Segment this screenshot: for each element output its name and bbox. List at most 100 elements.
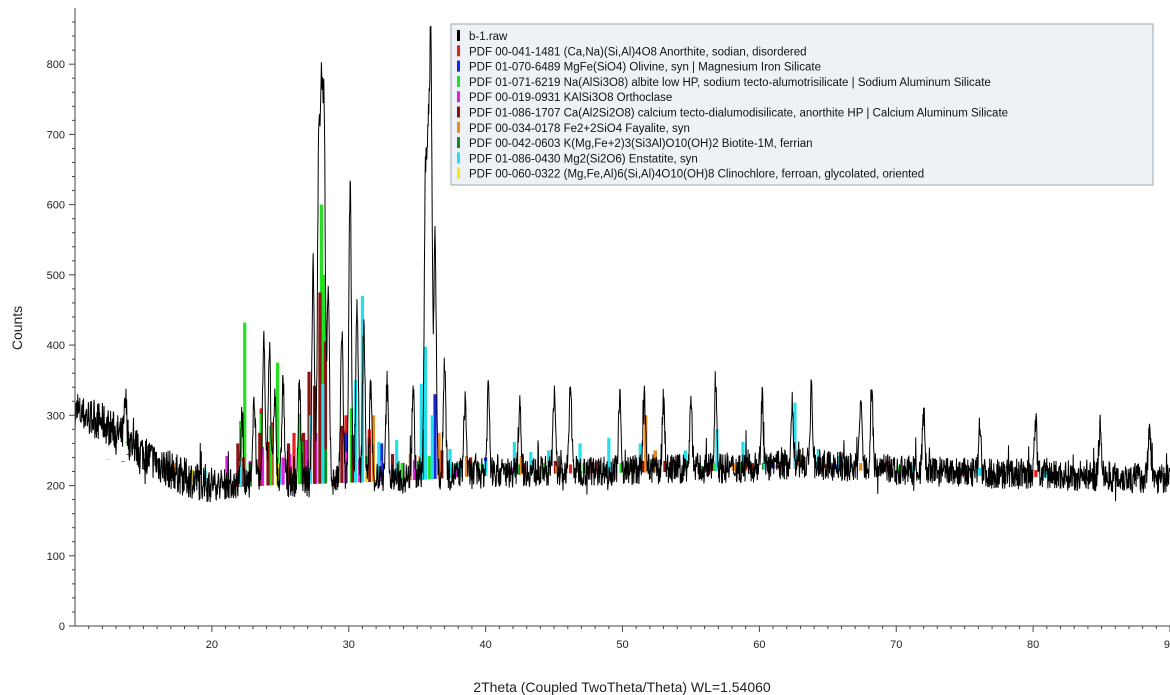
raw-pattern-line xyxy=(74,25,1170,503)
reference-peak xyxy=(236,443,240,487)
x-tick-label: 70 xyxy=(890,639,902,651)
reference-peak xyxy=(793,402,797,467)
reference-peak xyxy=(353,380,358,483)
reference-peak xyxy=(323,449,328,484)
reference-peak xyxy=(141,467,146,469)
reference-peak xyxy=(321,383,325,484)
reference-peak xyxy=(412,460,417,481)
reference-peak xyxy=(715,429,719,471)
x-tick-label: 40 xyxy=(480,639,492,651)
reference-peak xyxy=(258,432,262,486)
legend-swatch xyxy=(457,106,460,118)
plot-area xyxy=(74,25,1170,503)
reference-peak xyxy=(663,460,667,473)
y-axis-title: Counts xyxy=(9,306,25,350)
legend-entry: PDF 00-060-0322 (Mg,Fe,Al)6(Si,Al)4O10(O… xyxy=(469,169,924,181)
reference-peak xyxy=(427,456,432,480)
reference-peak xyxy=(423,346,427,480)
legend-entry: PDF 00-041-1481 (Ca,Na)(Si,Al)4O8 Anorth… xyxy=(469,46,807,58)
legend-swatch xyxy=(457,91,460,103)
reference-peak xyxy=(455,465,459,478)
legend-entry: PDF 01-071-6219 Na(AlSi3O8) albite low H… xyxy=(469,77,991,89)
reference-peak xyxy=(897,465,901,474)
reference-peak xyxy=(978,467,982,477)
x-tick-label: 90 xyxy=(1164,639,1170,651)
legend-swatch xyxy=(457,45,460,57)
reference-peak xyxy=(395,439,399,481)
y-tick-label: 700 xyxy=(47,129,65,141)
reference-series-5 xyxy=(126,292,827,487)
reference-peak xyxy=(266,442,270,486)
reference-peak xyxy=(540,470,544,474)
y-tick-label: 200 xyxy=(47,481,65,493)
y-tick-label: 600 xyxy=(47,200,65,212)
reference-peak xyxy=(297,413,302,485)
legend-swatch xyxy=(457,152,460,164)
reference-peak xyxy=(225,456,229,487)
reference-peak xyxy=(364,467,369,483)
x-tick-label: 50 xyxy=(616,639,628,651)
x-tick-label: 30 xyxy=(343,639,355,651)
reference-peak xyxy=(448,449,452,478)
legend-swatch xyxy=(457,75,460,87)
x-axis-title: 2Theta (Coupled TwoTheta/Theta) WL=1.540… xyxy=(473,679,771,695)
legend-swatch xyxy=(457,30,460,41)
reference-peak xyxy=(641,460,645,473)
reference-peak xyxy=(793,467,797,469)
reference-peak xyxy=(529,451,533,475)
reference-peak xyxy=(106,458,110,460)
y-tick-label: 0 xyxy=(59,621,65,633)
legend-entry: PDF 00-042-0603 K(Mg,Fe+2)3(Si3Al)O10(OH… xyxy=(469,138,813,150)
reference-peak xyxy=(400,463,404,481)
legend-entry: b-1.raw xyxy=(469,31,508,43)
legend: b-1.raw PDF 00-041-1481 (Ca,Na)(Si,Al)4O8… xyxy=(450,23,1154,186)
reference-peak xyxy=(1034,470,1038,478)
legend-box xyxy=(450,23,1154,186)
reference-peak xyxy=(260,446,265,486)
legend-entry: PDF 01-086-0430 Mg2(Si2O6) Enstatite, sy… xyxy=(469,153,698,165)
reference-peak xyxy=(644,415,648,473)
legend-entry: PDF 01-070-6489 MgFe(SiO4) Olivine, syn … xyxy=(469,62,821,74)
reference-peak xyxy=(126,453,130,455)
x-tick-label: 20 xyxy=(206,639,218,651)
reference-peak xyxy=(763,456,767,470)
reference-peak xyxy=(278,463,282,485)
reference-peak xyxy=(286,443,291,485)
reference-peak xyxy=(269,425,273,486)
reference-peak xyxy=(304,439,308,485)
axes: 0 100 200 300 400 500 600 700 800 20 30 40 50 60 70 80 9… xyxy=(47,8,1170,651)
reference-peak xyxy=(323,341,328,484)
reference-peak xyxy=(173,463,177,476)
reference-peak xyxy=(312,385,317,484)
reference-peak xyxy=(243,322,247,487)
x-tick-label: 60 xyxy=(753,639,765,651)
reference-peak xyxy=(607,437,611,474)
reference-peak xyxy=(541,463,545,474)
reference-peak xyxy=(519,456,523,475)
reference-peak xyxy=(371,415,375,482)
reference-peak xyxy=(837,456,841,470)
x-tick-label: 80 xyxy=(1027,639,1039,651)
y-tick-label: 500 xyxy=(47,270,65,282)
reference-peak xyxy=(377,442,381,482)
reference-peak xyxy=(568,464,573,474)
reference-peak xyxy=(522,463,526,475)
reference-peak xyxy=(239,460,243,487)
y-tick-label: 300 xyxy=(47,410,65,422)
legend-entry: PDF 01-086-1707 Ca(Al2Si2O8) calcium tec… xyxy=(469,108,1008,120)
reference-peak xyxy=(712,463,716,472)
reference-peak xyxy=(281,457,285,485)
reference-peak xyxy=(191,470,195,483)
reference-peak xyxy=(433,394,437,479)
reference-peak xyxy=(750,463,755,471)
legend-swatch xyxy=(457,167,460,179)
legend-swatch xyxy=(457,60,460,72)
reference-peak xyxy=(700,465,704,472)
reference-peak xyxy=(578,443,582,474)
reference-peak xyxy=(859,463,863,471)
reference-peak xyxy=(318,292,322,484)
reference-peak xyxy=(367,437,371,482)
reference-peak xyxy=(430,415,434,480)
reference-peak xyxy=(340,425,344,483)
